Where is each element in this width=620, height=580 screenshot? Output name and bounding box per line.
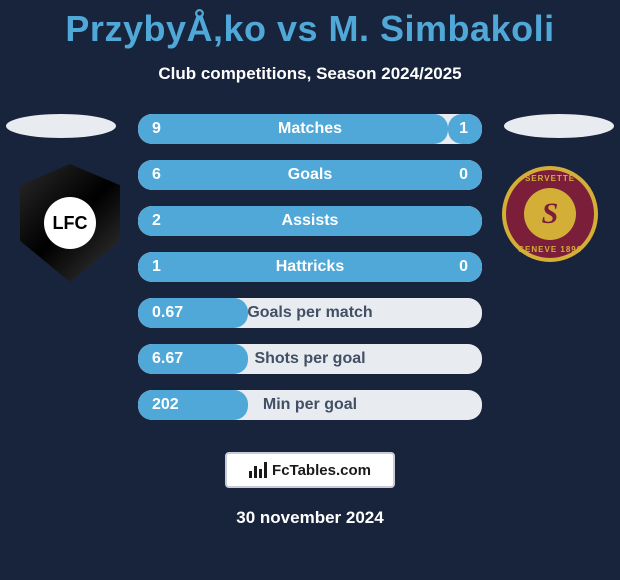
- bar-chart-icon: [249, 462, 267, 478]
- fctables-label: FcTables.com: [272, 462, 371, 479]
- stat-bar: 1Hattricks0: [138, 252, 482, 282]
- stat-value-right: 0: [459, 166, 468, 184]
- stats-column: 9Matches16Goals02Assists1Hattricks00.67G…: [138, 114, 482, 436]
- team-left-badge: LFC: [20, 164, 120, 282]
- stat-bar: 202Min per goal: [138, 390, 482, 420]
- stat-value-right: 0: [459, 258, 468, 276]
- stat-bar: 0.67Goals per match: [138, 298, 482, 328]
- stat-label: Shots per goal: [138, 350, 482, 368]
- team-right-badge: SERVETTE S GENEVE 1890: [500, 164, 600, 264]
- stat-bar: 6Goals0: [138, 160, 482, 190]
- stat-label: Goals per match: [138, 304, 482, 322]
- stat-label: Hattricks: [138, 258, 482, 276]
- ellipse-right-decoration: [504, 114, 614, 138]
- ellipse-left-decoration: [6, 114, 116, 138]
- page-subtitle: Club competitions, Season 2024/2025: [0, 64, 620, 84]
- stat-bar: 9Matches1: [138, 114, 482, 144]
- stat-bar: 6.67Shots per goal: [138, 344, 482, 374]
- page-title: PrzybyÅ‚ko vs M. Simbakoli: [0, 0, 620, 50]
- fctables-attribution[interactable]: FcTables.com: [225, 452, 395, 488]
- servette-ring-bottom: GENEVE 1890: [518, 245, 582, 254]
- lugano-badge-text: LFC: [44, 197, 96, 249]
- stat-label: Min per goal: [138, 396, 482, 414]
- date-label: 30 november 2024: [0, 508, 620, 528]
- stat-label: Goals: [138, 166, 482, 184]
- comparison-area: LFC SERVETTE S GENEVE 1890 9Matches1 6Goa…: [0, 114, 620, 434]
- stat-bar: 2Assists: [138, 206, 482, 236]
- lugano-shield-icon: LFC: [20, 164, 120, 282]
- servette-ring-top: SERVETTE: [525, 174, 575, 183]
- stat-value-right: 1: [459, 120, 468, 138]
- stat-label: Matches: [138, 120, 482, 138]
- servette-circle-icon: SERVETTE S GENEVE 1890: [502, 166, 598, 262]
- stat-label: Assists: [138, 212, 482, 230]
- servette-badge-text: S: [524, 188, 576, 240]
